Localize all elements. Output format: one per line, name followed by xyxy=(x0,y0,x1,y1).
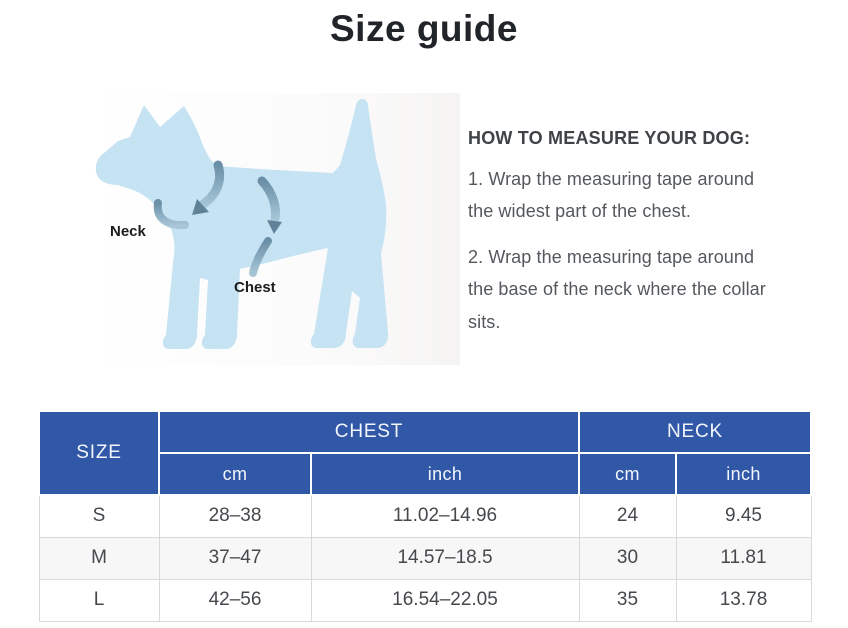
chest-arrow-icon xyxy=(267,220,282,234)
chest-band-lower xyxy=(249,237,272,277)
neck-inch-value: 13.78 xyxy=(675,578,812,622)
neck-cm-value: 30 xyxy=(578,536,677,580)
table-row-l: L 42–56 16.54–22.05 35 13.78 xyxy=(38,578,812,622)
chest-inch-value: 11.02–14.96 xyxy=(310,494,580,538)
instruction-step-1: 1. Wrap the measuring tape around the wi… xyxy=(468,169,755,222)
instructions-heading: HOW TO MEASURE YOUR DOG: xyxy=(468,128,751,148)
chest-group-header: CHEST xyxy=(158,410,580,454)
chest-cm-header: cm xyxy=(158,452,312,496)
table-row-s: S 28–38 11.02–14.96 24 9.45 xyxy=(38,494,812,538)
chest-cm-value: 37–47 xyxy=(158,536,312,580)
chest-label: Chest xyxy=(234,279,276,296)
neck-inch-value: 9.45 xyxy=(675,494,812,538)
neck-cm-value: 24 xyxy=(578,494,677,538)
neck-cm-header: cm xyxy=(578,452,677,496)
table-row-m: M 37–47 14.57–18.5 30 11.81 xyxy=(38,536,812,580)
chest-cm-value: 42–56 xyxy=(158,578,312,622)
neck-arrow-icon xyxy=(192,199,209,215)
page-title: Size guide xyxy=(330,8,518,49)
dog-measurement-diagram: Neck Chest xyxy=(88,93,460,365)
size-value: M xyxy=(38,536,160,580)
chest-cm-value: 28–38 xyxy=(158,494,312,538)
chest-band xyxy=(257,176,280,224)
neck-band xyxy=(197,160,225,210)
size-value: L xyxy=(38,578,160,622)
neck-inch-header: inch xyxy=(675,452,812,496)
measuring-instructions: HOW TO MEASURE YOUR DOG: 1. Wrap the mea… xyxy=(468,128,770,351)
dog-illustration: Neck Chest xyxy=(95,99,389,349)
dog-silhouette-shape xyxy=(95,99,389,349)
neck-group-header: NECK xyxy=(578,410,812,454)
size-table: SIZE CHEST NECK cm inch cm inch S 28–38 … xyxy=(38,410,812,622)
size-value: S xyxy=(38,494,160,538)
instruction-step-2: 2. Wrap the measuring tape around the ba… xyxy=(468,246,766,332)
neck-band-loop xyxy=(153,199,189,230)
chest-inch-value: 16.54–22.05 xyxy=(310,578,580,622)
neck-inch-value: 11.81 xyxy=(675,536,812,580)
chest-inch-value: 14.57–18.5 xyxy=(310,536,580,580)
chest-inch-header: inch xyxy=(310,452,580,496)
neck-label: Neck xyxy=(110,223,147,240)
size-column-header: SIZE xyxy=(38,410,160,496)
neck-cm-value: 35 xyxy=(578,578,677,622)
